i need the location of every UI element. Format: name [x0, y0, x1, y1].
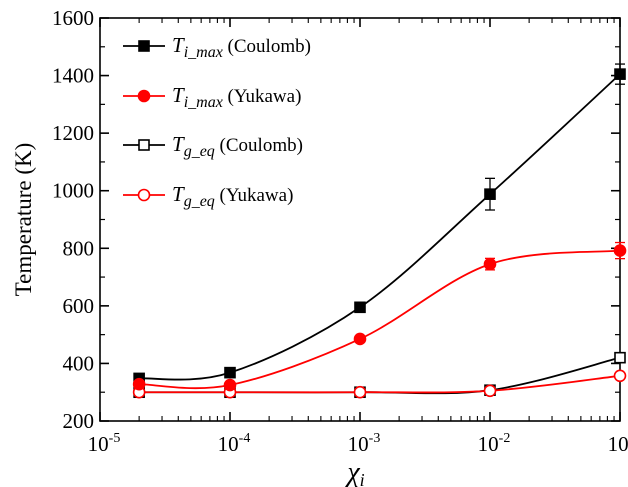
data-point [353, 385, 367, 399]
series-2 [133, 351, 626, 399]
plot-frame [99, 17, 621, 422]
y-axis-title: Temperature (K) [11, 143, 36, 297]
x-tick-label: 10-5 [88, 431, 121, 456]
data-point [614, 351, 626, 364]
data-point [224, 366, 236, 379]
legend-marker [138, 40, 150, 52]
series-line [139, 73, 621, 381]
series-0 [133, 63, 626, 385]
y-tick-label: 1400 [52, 64, 94, 88]
data-point [483, 257, 497, 271]
data-point [484, 188, 496, 200]
y-tick-label: 1600 [52, 6, 94, 30]
legend-item-0: Ti_max (Coulomb) [123, 33, 311, 61]
data-point [354, 301, 366, 314]
x-axis-title: χi [344, 457, 364, 487]
x-tick-label: 10-4 [218, 431, 251, 456]
series-line [139, 249, 621, 390]
legend-item-2: Tg_eq (Coulomb) [123, 132, 303, 160]
y-tick-label: 1200 [52, 121, 94, 145]
x-tick-label: 10-1 [608, 431, 628, 456]
data-point [613, 244, 627, 257]
data-point [614, 68, 626, 80]
legend-marker [137, 188, 151, 202]
y-tick-label: 1000 [52, 179, 94, 203]
y-tick-label: 600 [63, 294, 95, 318]
data-point [613, 369, 627, 383]
legend-marker [138, 139, 150, 151]
legend-item-3: Tg_eq (Yukawa) [123, 182, 293, 210]
x-tick-label: 10-3 [348, 431, 381, 456]
legend-marker [137, 89, 151, 103]
y-tick-label: 400 [63, 351, 95, 375]
legend-label: Tg_eq (Coulomb) [172, 132, 303, 160]
y-tick-label: 800 [63, 236, 95, 260]
legend-label: Tg_eq (Yukawa) [172, 182, 293, 210]
series-1 [132, 241, 627, 392]
legend-label: Ti_max (Coulomb) [172, 33, 311, 61]
y-tick-label: 200 [63, 409, 95, 433]
data-point [483, 384, 497, 398]
data-point [132, 377, 146, 391]
x-tick-label: 10-2 [478, 431, 511, 456]
series-3 [132, 369, 627, 399]
legend-item-1: Ti_max (Yukawa) [123, 83, 301, 111]
data-point [223, 378, 237, 392]
data-point [353, 332, 367, 346]
legend-label: Ti_max (Yukawa) [172, 83, 301, 111]
